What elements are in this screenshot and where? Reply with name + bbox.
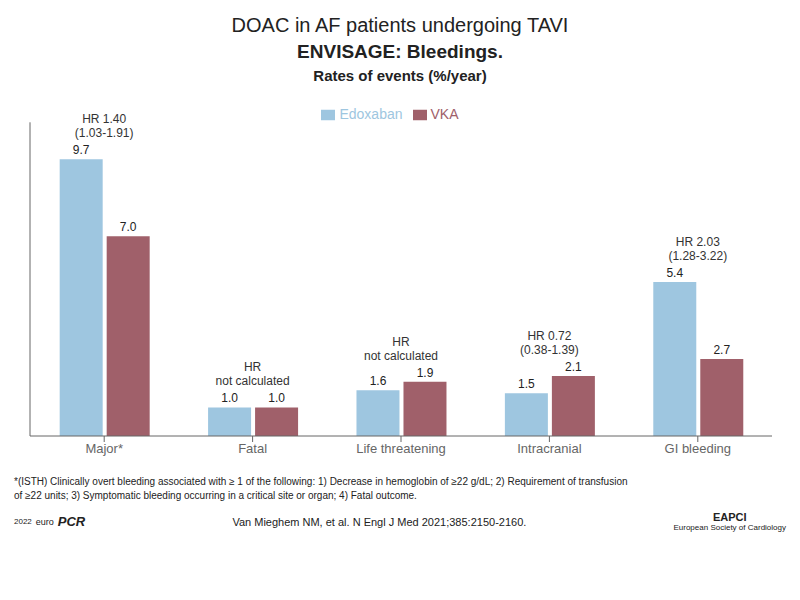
svg-text:1.9: 1.9: [417, 366, 434, 380]
html-text:ENVISAGE: Bleedings.: ENVISAGE: Bleedings.: [297, 41, 503, 62]
svg-text:1.0: 1.0: [268, 391, 285, 405]
svg-text:1.6: 1.6: [370, 374, 387, 388]
svg-text:GI bleeding: GI bleeding: [665, 441, 732, 456]
svg-text:2.1: 2.1: [565, 360, 582, 374]
svg-text:Major*: Major*: [85, 441, 123, 456]
svg-text:5.4: 5.4: [666, 266, 683, 280]
html-text:Edoxaban: Edoxaban: [339, 106, 403, 122]
svg-text:HRnot calculated: HRnot calculated: [364, 335, 438, 363]
svg-text:HR 2.03(1.28-3.22): HR 2.03(1.28-3.22): [668, 235, 727, 263]
svg-text:HR 1.40(1.03-1.91): HR 1.40(1.03-1.91): [75, 112, 134, 140]
html-text:VKA: VKA: [430, 106, 459, 122]
svg-text:1.0: 1.0: [221, 391, 238, 405]
html-text:European Society of Cardiology: European Society of Cardiology: [673, 523, 786, 532]
svg-text:9.7: 9.7: [73, 143, 90, 157]
html-text:DOAC in AF patients undergoing: DOAC in AF patients undergoing TAVI: [231, 14, 569, 36]
html-text:Van Mieghem NM, et al. N Engl: Van Mieghem NM, et al. N Engl J Med 2021…: [232, 515, 527, 528]
svg-text:Fatal: Fatal: [238, 441, 267, 456]
svg-text:HRnot calculated: HRnot calculated: [216, 360, 290, 388]
svg-text:Life threatening: Life threatening: [356, 441, 446, 456]
html-text:of ≥22 units; 3) Symptomatic b: of ≥22 units; 3) Symptomatic bleeding oc…: [14, 490, 417, 501]
html-text:EAPCI: EAPCI: [712, 511, 747, 523]
html-text:*(ISTH) Clinically overt bleed: *(ISTH) Clinically overt bleeding associ…: [14, 476, 628, 487]
svg-text:7.0: 7.0: [120, 220, 137, 234]
svg-text:HR 0.72(0.38-1.39): HR 0.72(0.38-1.39): [520, 329, 579, 357]
html-text:Rates of events (%/year): Rates of events (%/year): [313, 67, 487, 84]
svg-text:Intracranial: Intracranial: [517, 441, 581, 456]
svg-text:1.5: 1.5: [518, 377, 535, 391]
html-text:2022 euro PCR: 2022 euro PCR: [14, 514, 86, 529]
svg-text:2.7: 2.7: [713, 343, 730, 357]
